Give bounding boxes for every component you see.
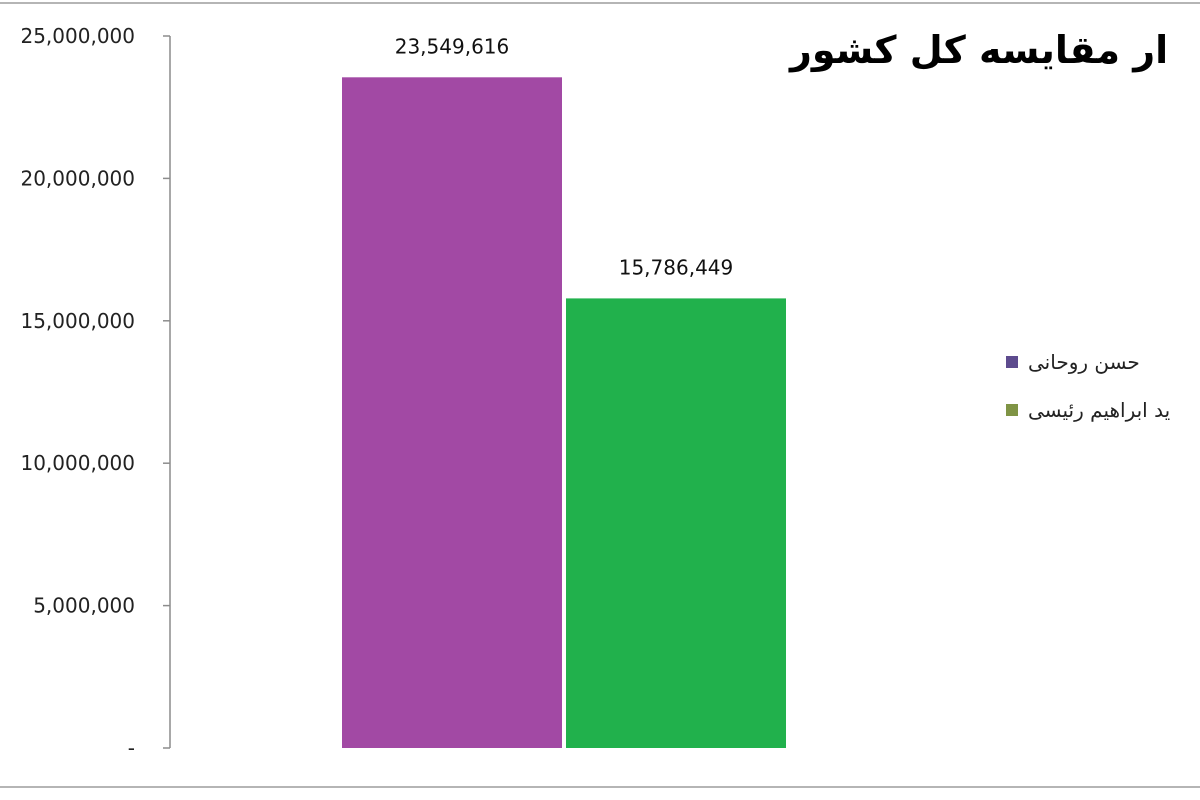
bar-data-label: 15,786,449	[619, 255, 734, 279]
frame-border-top	[0, 2, 1200, 4]
chart-legend: حسن روحانی ید ابراهیم رئیسی	[1000, 348, 1200, 444]
y-tick-label: 15,000,000	[20, 309, 135, 333]
bar	[342, 77, 562, 748]
bar-data-label: 23,549,616	[395, 34, 510, 58]
legend-item-rouhani: حسن روحانی	[1000, 348, 1200, 376]
y-tick-label: -	[128, 736, 135, 760]
frame-border-bottom	[0, 786, 1200, 788]
bar	[566, 298, 786, 748]
y-tick-label: 25,000,000	[20, 24, 135, 48]
legend-label-rouhani: حسن روحانی	[1028, 350, 1140, 374]
legend-swatch-raisi	[1006, 404, 1018, 416]
legend-swatch-rouhani	[1006, 356, 1018, 368]
legend-label-raisi: ید ابراهیم رئیسی	[1028, 398, 1171, 422]
y-tick-label: 10,000,000	[20, 451, 135, 475]
y-tick-label: 5,000,000	[33, 594, 135, 618]
chart-title: ار مقایسه کل کشور	[790, 28, 1169, 72]
y-tick-label: 20,000,000	[20, 166, 135, 190]
legend-item-raisi: ید ابراهیم رئیسی	[1000, 396, 1200, 424]
